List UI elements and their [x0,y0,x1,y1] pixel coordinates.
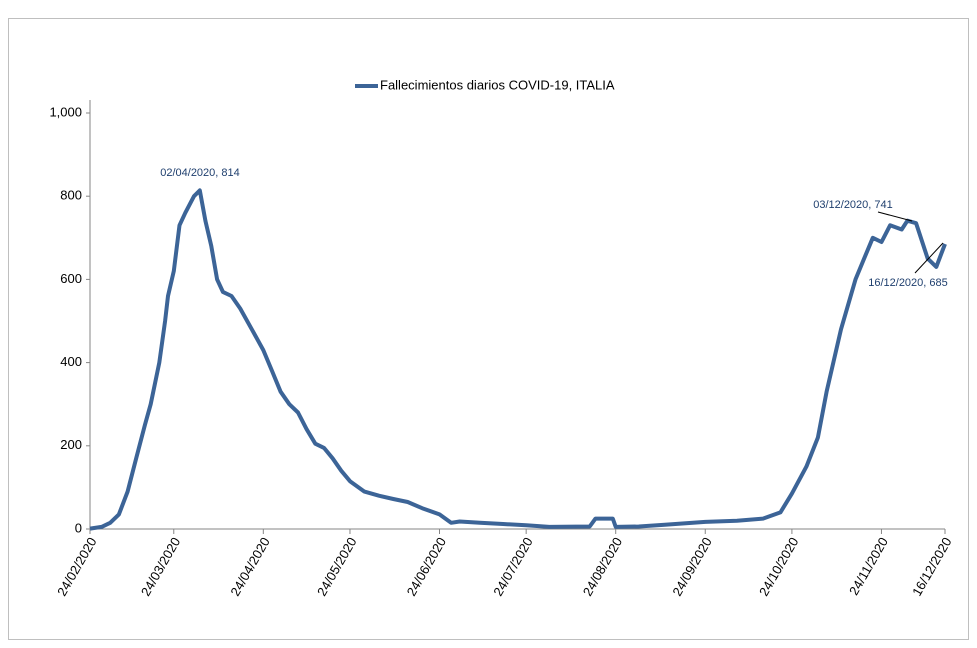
y-tick-label: 400 [60,354,82,369]
line-series [89,188,947,531]
legend-label: Fallecimientos diarios COVID-19, ITALIA [380,77,615,92]
y-tick-label: 1,000 [49,104,82,119]
y-tick-label: 0 [75,520,82,535]
y-tick-label: 800 [60,188,82,203]
annotation-leader [877,211,913,222]
chart-frame [8,18,969,640]
annotation: 02/04/2020, 814 [160,167,240,179]
y-tick-label: 200 [60,437,82,452]
annotation-leader [914,242,944,274]
y-tick-label: 600 [60,271,82,286]
annotation: 16/12/2020, 685 [868,277,948,289]
annotation: 03/12/2020, 741 [813,199,893,211]
